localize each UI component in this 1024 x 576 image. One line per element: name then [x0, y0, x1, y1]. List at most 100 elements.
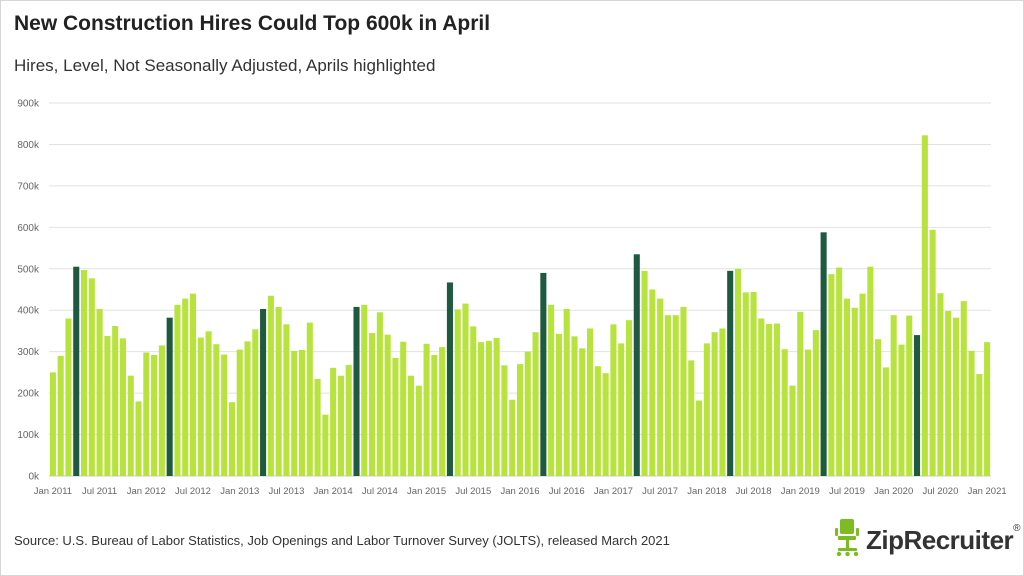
bar	[174, 304, 181, 476]
bar	[812, 330, 819, 476]
bar	[244, 341, 251, 476]
x-tick-label: Jul 2020	[922, 486, 958, 497]
bars	[49, 135, 991, 476]
chart-subtitle: Hires, Level, Not Seasonally Adjusted, A…	[14, 56, 436, 75]
bar-april	[353, 306, 360, 476]
bar	[882, 367, 889, 476]
bar	[836, 267, 843, 476]
bar	[602, 373, 609, 476]
x-tick-label: Jan 2019	[781, 486, 820, 497]
bar	[688, 360, 695, 476]
bar	[968, 350, 975, 476]
bar	[587, 328, 594, 476]
bar-april	[727, 270, 734, 476]
bar	[509, 399, 516, 476]
bar	[719, 328, 726, 476]
chart-title: New Construction Hires Could Top 600k in…	[14, 12, 491, 35]
bar	[392, 357, 399, 476]
bar	[361, 304, 368, 476]
x-tick-label: Jul 2018	[736, 486, 772, 497]
bar	[345, 364, 352, 476]
bar-april	[166, 317, 173, 476]
bar	[306, 322, 313, 476]
bar	[696, 400, 703, 476]
y-tick-label: 800k	[17, 140, 40, 151]
bar	[976, 374, 983, 476]
bar	[937, 293, 944, 476]
bar	[189, 293, 197, 476]
x-tick-label: Jan 2015	[407, 486, 446, 497]
bar	[664, 315, 671, 476]
bar	[228, 402, 235, 476]
x-axis: Jan 2011 Jul 2011 Jan 2012 Jul 2012 Jan 2013…	[34, 486, 1007, 497]
bar	[221, 354, 228, 476]
bar	[906, 315, 913, 476]
bar	[711, 332, 718, 476]
bar	[516, 364, 524, 476]
bar	[213, 344, 220, 476]
bar	[415, 385, 422, 476]
bar	[65, 318, 72, 476]
bar	[407, 375, 415, 476]
bar	[649, 289, 656, 476]
x-tick-label: Jan 2017	[594, 486, 633, 497]
bar	[151, 354, 158, 476]
x-tick-label: Jul 2017	[642, 486, 678, 497]
bar	[672, 315, 679, 476]
x-tick-label: Jan 2016	[500, 486, 539, 497]
bar	[501, 365, 508, 476]
office-chair-icon	[834, 519, 860, 562]
bar	[291, 350, 298, 476]
x-tick-label: Jul 2019	[829, 486, 865, 497]
bar	[867, 266, 874, 476]
x-tick-label: Jan 2020	[874, 486, 913, 497]
bar	[431, 354, 438, 476]
bar	[158, 345, 165, 476]
bar	[81, 270, 88, 476]
x-tick-label: Jul 2016	[549, 486, 585, 497]
bar	[439, 347, 446, 476]
bar	[960, 301, 967, 476]
bar	[641, 270, 648, 476]
bar	[571, 336, 578, 476]
bar	[275, 306, 282, 476]
bar	[267, 295, 274, 476]
x-tick-label: Jan 2012	[127, 486, 166, 497]
bar	[112, 325, 119, 476]
bar	[742, 292, 749, 476]
bar-april	[820, 232, 827, 476]
bar	[104, 335, 111, 476]
bar	[921, 135, 928, 476]
bar	[703, 343, 710, 476]
bar	[322, 414, 329, 476]
y-tick-label: 400k	[17, 306, 40, 317]
bar	[135, 401, 142, 476]
bar	[462, 303, 469, 476]
ziprecruiter-logo: ZipRecruiter ®	[834, 519, 1021, 562]
bar	[555, 333, 562, 476]
bar	[205, 331, 212, 476]
bar	[88, 278, 95, 476]
bar	[384, 334, 391, 476]
bar	[734, 268, 742, 476]
x-tick-label: Jul 2015	[455, 486, 491, 497]
bar	[890, 315, 897, 476]
x-tick-label: Jan 2014	[314, 486, 353, 497]
bar	[750, 291, 757, 476]
bar	[337, 375, 344, 476]
x-tick-label: Jul 2011	[82, 486, 117, 497]
source-note: Source: U.S. Bureau of Labor Statistics,…	[14, 533, 670, 548]
bar	[945, 311, 952, 476]
bar	[400, 341, 407, 476]
bar	[625, 320, 633, 476]
bar	[236, 349, 243, 476]
x-tick-label: Jan 2013	[220, 486, 259, 497]
bar	[532, 332, 539, 476]
bar	[579, 348, 586, 476]
bar	[454, 309, 461, 476]
bar	[127, 375, 134, 476]
bar	[548, 304, 555, 476]
y-tick-label: 300k	[17, 347, 40, 358]
bar-april	[73, 266, 80, 476]
x-tick-label: Jan 2011	[34, 486, 72, 497]
